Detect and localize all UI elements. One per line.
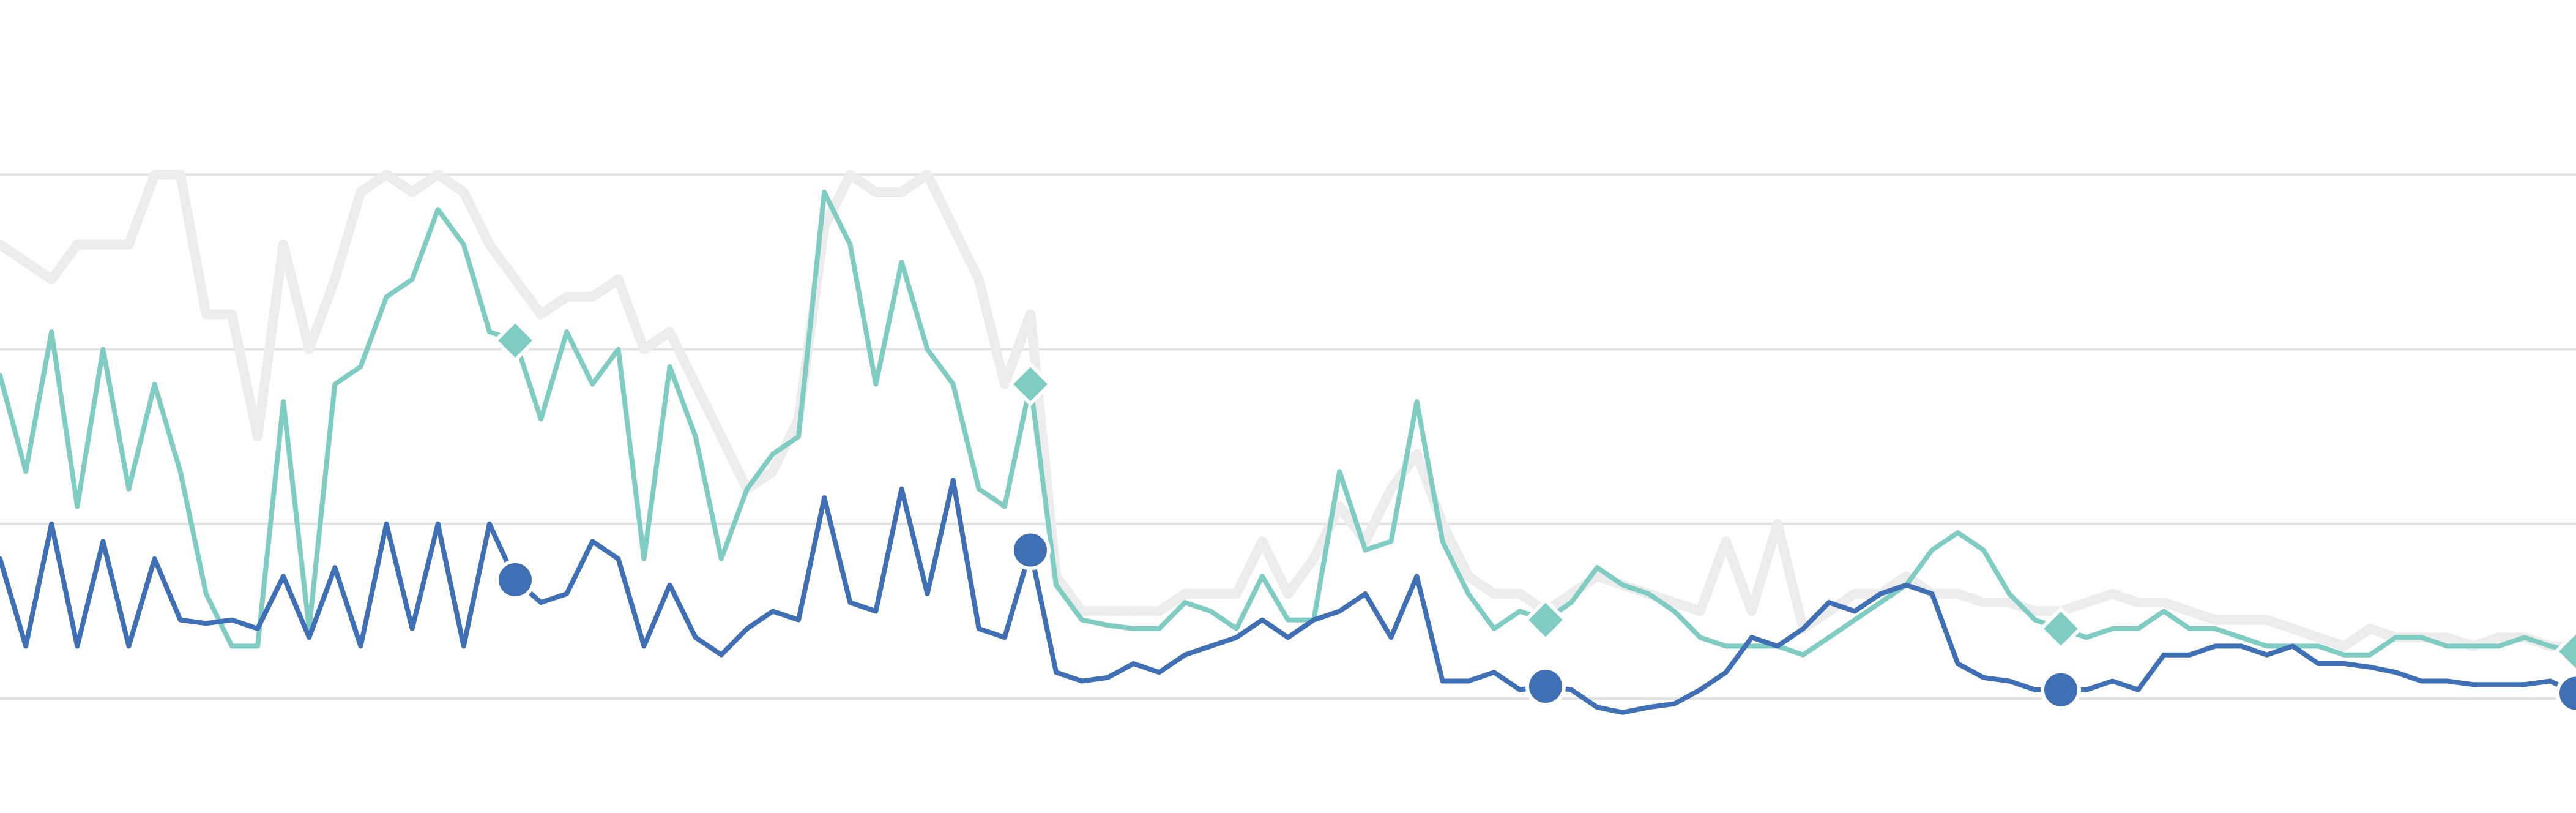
point-marker: [2553, 629, 2576, 674]
point-marker: [2556, 673, 2576, 714]
point-marker: [1523, 598, 1568, 642]
point-marker: [1525, 666, 1566, 707]
series-line: [0, 189, 2576, 658]
point-marker: [495, 560, 535, 601]
point-marker: [2041, 669, 2081, 710]
point-marker: [1008, 362, 1053, 406]
point-marker: [1010, 530, 1051, 571]
series-line: [0, 478, 2576, 715]
point-marker: [2038, 606, 2083, 651]
series-line: [0, 170, 2576, 651]
point-marker: [493, 318, 538, 363]
